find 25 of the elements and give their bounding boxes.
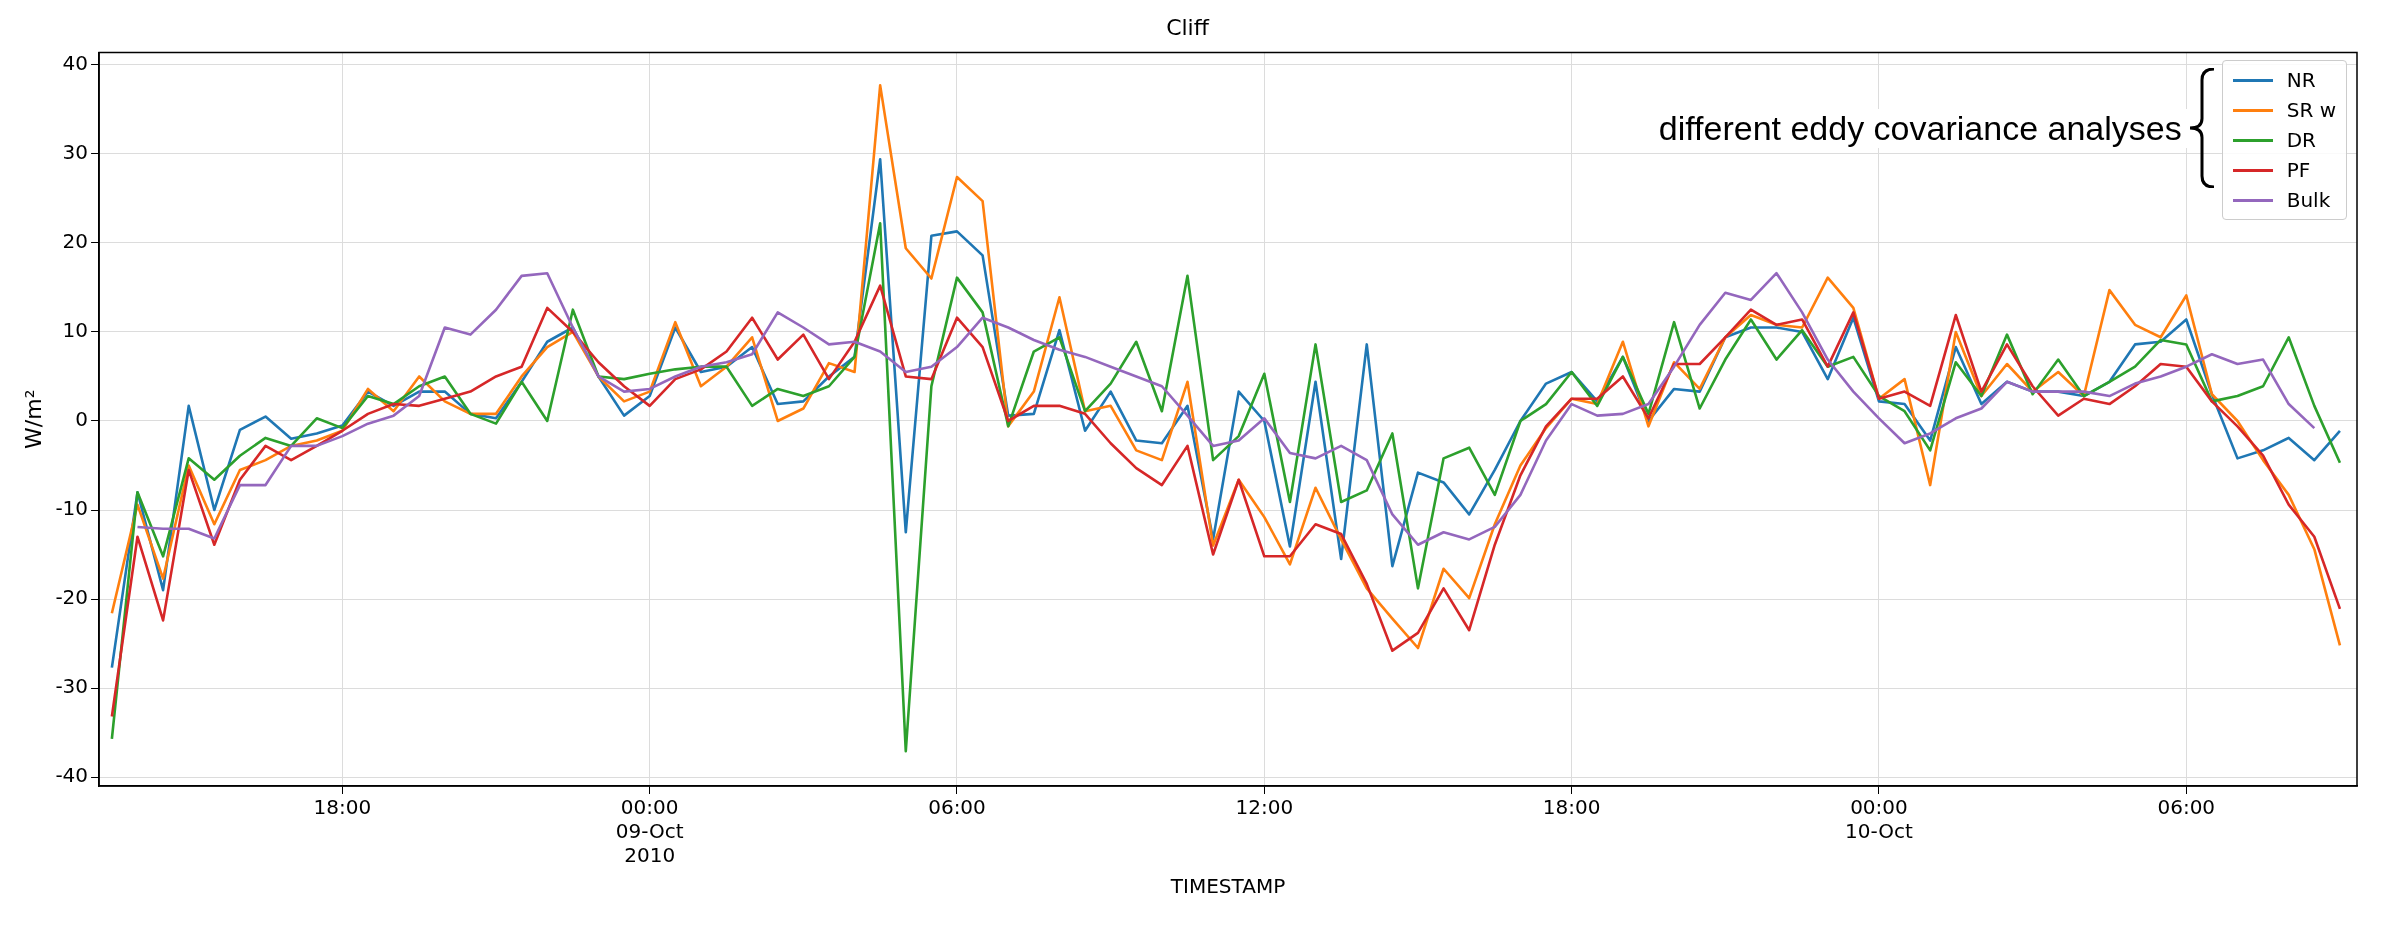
legend-label: PF [2286,158,2311,183]
y-tick-label: -10 [55,496,89,521]
y-axis-title: W/m² [20,389,46,449]
legend-label: SR w [2286,98,2336,123]
y-tick-label: 10 [62,318,89,343]
y-tick-label: -40 [55,763,89,788]
x-tick-label: 00:00 10-Oct [1845,795,1913,844]
x-tick-label: 12:00 [1235,795,1294,820]
y-tick-label: 40 [62,51,89,76]
legend-label: DR [2286,128,2316,153]
y-tick-label: 0 [75,407,89,432]
legend-label: Bulk [2286,188,2331,213]
x-tick-label: 18:00 [313,795,372,820]
x-axis-title: TIMESTAMP [1169,874,1286,899]
chart-title: Cliff [1166,14,1210,40]
x-tick-label: 06:00 [2157,795,2216,820]
y-tick-label: -20 [55,585,89,610]
x-tick-label: 18:00 [1542,795,1601,820]
y-tick-label: -30 [55,674,89,699]
y-tick-label: 20 [62,229,89,254]
legend-label: NR [2286,68,2316,93]
annotation: different eddy covariance analyses [1658,108,2182,148]
x-tick-label: 00:00 09-Oct 2010 [615,795,684,868]
x-tick-label: 06:00 [928,795,986,820]
y-tick-label: 30 [62,140,89,165]
